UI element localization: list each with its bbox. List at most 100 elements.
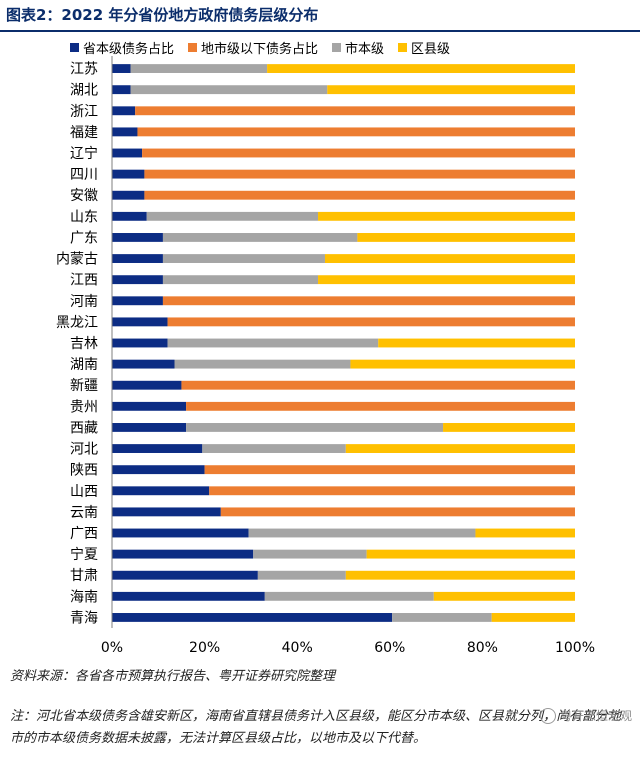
chart-title: 图表2：2022 年分省份地方政府债务层级分布	[6, 6, 319, 24]
category-label: 宁夏	[70, 546, 98, 563]
bar-segment	[112, 359, 175, 369]
bar-segment	[366, 549, 575, 559]
bar-segment	[112, 317, 168, 327]
bar-segment	[167, 338, 379, 348]
bar-segment	[357, 233, 575, 242]
legend-item: 市本级	[332, 38, 384, 57]
category-label: 广东	[70, 230, 98, 246]
bar-segment	[257, 570, 346, 580]
bar-segment	[327, 85, 575, 95]
bar-segment	[433, 591, 575, 601]
bar-segment	[162, 296, 575, 306]
category-label: 青海	[70, 610, 98, 626]
legend-item: 区县级	[398, 38, 450, 57]
legend-swatch	[70, 42, 79, 52]
bar-segment	[112, 211, 147, 221]
watermark: 粤开志恒宏观	[539, 707, 632, 724]
bar-segment	[392, 613, 492, 622]
bar-segment	[130, 85, 328, 95]
category-label: 辽宁	[70, 145, 98, 162]
title-divider	[0, 30, 640, 32]
footnote: 注：河北省本级债务含雄安新区，海南省直辖县债务计入区县级，能区分市本级、区县就分…	[10, 709, 622, 746]
source-note: 资料来源：各省各市预算执行报告、粤开证券研究院整理	[10, 669, 336, 684]
bar-segment	[146, 211, 319, 221]
bar-segment	[135, 106, 575, 116]
category-label: 海南	[70, 589, 98, 605]
category-label: 安徽	[70, 188, 98, 204]
stacked-bar-chart: 江苏湖北浙江福建辽宁四川安徽山东广东内蒙古江西河南黑龙江吉林湖南新疆贵州西藏河北…	[56, 56, 595, 656]
bar-segment	[350, 359, 575, 369]
category-label: 西藏	[70, 420, 98, 436]
bar-segment	[112, 486, 210, 496]
legend-item: 地市级以下债务占比	[188, 38, 318, 57]
bar-segment	[112, 444, 203, 453]
bar-segment	[167, 317, 575, 327]
category-label: 内蒙古	[56, 252, 98, 268]
bar-segment	[162, 254, 325, 263]
bar-segment	[443, 423, 575, 432]
bar-segment	[202, 444, 346, 453]
bar-segment	[112, 233, 163, 242]
bar-segment	[248, 528, 476, 538]
category-label: 浙江	[70, 104, 98, 120]
category-label: 黑龙江	[56, 315, 98, 331]
bar-segment	[112, 465, 205, 475]
bar-segment	[112, 380, 182, 390]
bar-segment	[318, 275, 575, 285]
legend-label: 地市级以下债务占比	[201, 41, 319, 57]
category-label: 湖南	[70, 357, 98, 373]
bar-segment	[112, 85, 131, 95]
legend-swatch	[332, 42, 342, 52]
bar-segment	[144, 190, 575, 200]
bar-segment	[112, 127, 138, 137]
legend-swatch	[398, 42, 408, 52]
category-label: 河北	[70, 442, 98, 458]
bar-segment	[204, 465, 575, 475]
category-label: 江西	[70, 273, 98, 289]
legend-label: 区县级	[411, 41, 451, 57]
bar-segment	[112, 148, 143, 158]
category-label: 山西	[70, 484, 98, 500]
bar-segment	[112, 570, 258, 580]
bar-segment	[345, 444, 575, 453]
category-label: 河南	[70, 294, 98, 310]
bar-segment	[112, 528, 249, 538]
bar-segment	[112, 275, 163, 285]
bar-segment	[144, 169, 575, 179]
bar-segment	[162, 233, 358, 242]
bar-segment	[181, 380, 575, 390]
bar-segment	[112, 169, 145, 179]
bar-segment	[253, 549, 367, 559]
x-tick-label: 40%	[282, 640, 313, 656]
bar-segment	[112, 613, 393, 622]
legend-label: 省本级债务占比	[83, 41, 175, 57]
category-label: 吉林	[70, 336, 98, 352]
bar-segment	[112, 254, 163, 263]
bar-segment	[220, 507, 575, 517]
bar-segment	[345, 570, 575, 580]
bar-segment	[137, 127, 575, 137]
bar-segment	[267, 64, 575, 73]
bar-segment	[378, 338, 575, 348]
bar-segment	[142, 148, 575, 158]
legend-label: 市本级	[345, 41, 385, 57]
x-tick-label: 60%	[374, 640, 405, 656]
category-label: 广西	[70, 526, 98, 542]
category-label: 湖北	[70, 83, 98, 99]
bar-segment	[162, 275, 319, 285]
legend-swatch	[188, 42, 198, 52]
bar-segment	[324, 254, 575, 263]
bar-segment	[112, 549, 254, 559]
x-tick-label: 80%	[467, 640, 498, 656]
bar-segment	[112, 507, 221, 517]
category-label: 四川	[70, 167, 98, 183]
category-label: 云南	[70, 505, 98, 521]
watermark-text: 粤开志恒宏观	[559, 709, 632, 723]
chart-legend: 省本级债务占比 地市级以下债务占比 市本级 区县级	[70, 37, 464, 57]
x-tick-label: 100%	[555, 640, 595, 656]
bar-segment	[475, 528, 575, 538]
bar-segment	[491, 613, 575, 622]
bar-segment	[186, 423, 444, 432]
bar-segment	[112, 190, 145, 200]
wechat-icon	[539, 707, 556, 724]
